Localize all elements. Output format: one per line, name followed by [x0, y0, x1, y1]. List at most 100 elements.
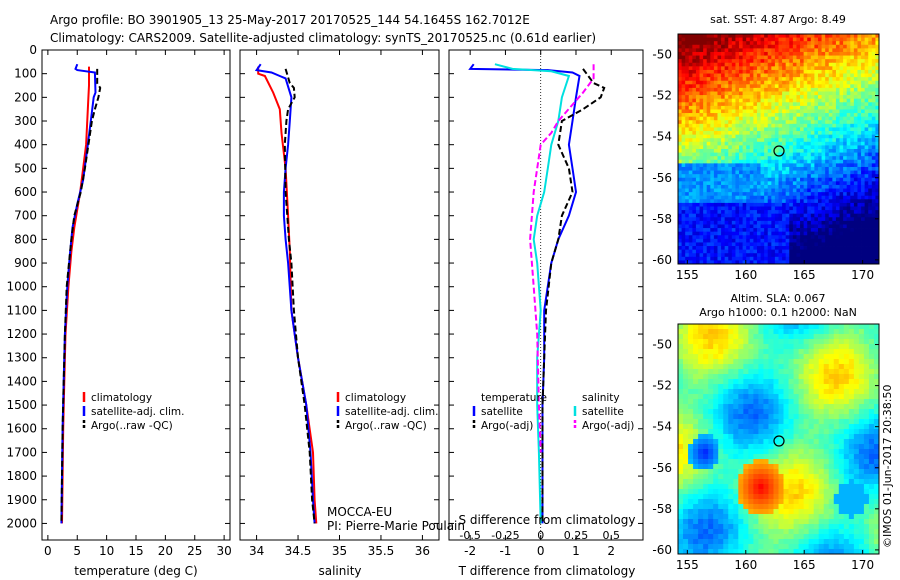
- series-d-t_sat: [468, 63, 581, 524]
- s-diff-label: S difference from climatology: [459, 513, 636, 527]
- ytick-label: 1000: [6, 280, 37, 294]
- sdiff-tick-label: -0.25: [491, 529, 519, 542]
- sla-map-title1: Altim. SLA: 0.067: [730, 292, 825, 305]
- sla-map-image: [678, 324, 880, 555]
- series-s-climatology: [257, 66, 318, 524]
- ytick-label: 700: [14, 209, 37, 223]
- map-ytick-label: -54: [652, 420, 672, 434]
- xtick-label: 1: [572, 544, 580, 558]
- header-line2: Climatology: CARS2009. Satellite-adjuste…: [50, 31, 596, 45]
- map-xtick-label: 165: [793, 268, 816, 282]
- project-label: MOCCA-EU: [327, 505, 392, 519]
- ytick-label: 1600: [6, 422, 37, 436]
- ytick-label: 0: [29, 43, 37, 57]
- xtick-label: 25: [187, 544, 202, 558]
- sdiff-tick-label: 0.5: [603, 529, 621, 542]
- ytick-label: 400: [14, 138, 37, 152]
- sst-map-frame: [677, 33, 880, 265]
- ytick-label: 1900: [6, 493, 37, 507]
- xtick-label: -2: [464, 544, 476, 558]
- xtick-label: 30: [216, 544, 231, 558]
- salinity-axes-frame: [239, 49, 440, 541]
- legend-label: satellite-adj. clim.: [345, 406, 438, 418]
- sst-map-title: sat. SST: 4.87 Argo: 8.49: [710, 13, 846, 26]
- xtick-label: -1: [499, 544, 511, 558]
- xtick-label: 0: [44, 544, 52, 558]
- ytick-label: 600: [14, 185, 37, 199]
- series-s-argo: [283, 68, 316, 524]
- ytick-label: 1300: [6, 351, 37, 365]
- ytick-label: 1100: [6, 303, 37, 317]
- map-ytick-label: -58: [652, 502, 672, 516]
- ytick-label: 500: [14, 161, 37, 175]
- salinity-xlabel: salinity: [318, 564, 361, 578]
- map-ytick-label: -52: [652, 89, 672, 103]
- legend-label: satellite-adj. clim.: [91, 406, 184, 418]
- ytick-label: 2000: [6, 516, 37, 530]
- salinity-panel: 34 34.5 35 35.5 36 salinity climatology satel…: [239, 49, 465, 578]
- map-ytick-label: -54: [652, 130, 672, 144]
- sdiff-tick-label: 0.25: [564, 529, 589, 542]
- xtick-label: 36: [415, 544, 430, 558]
- series-d-s_sat: [494, 63, 571, 524]
- sla-profile-marker: [773, 435, 785, 447]
- ytick-label: 1800: [6, 469, 37, 483]
- map-xtick-label: 170: [851, 268, 874, 282]
- map-xtick-label: 165: [793, 558, 816, 572]
- legend-label: satellite: [481, 406, 523, 418]
- xtick-label: 15: [128, 544, 143, 558]
- legend-title-salinity: salinity: [582, 392, 620, 404]
- map-xtick-label: 155: [676, 268, 699, 282]
- map-ytick-label: -52: [652, 379, 672, 393]
- sst-map-image: [678, 34, 880, 265]
- ytick-label: 800: [14, 232, 37, 246]
- legend-label: Argo(..raw -QC): [345, 420, 427, 432]
- sla-map-panel: Altim. SLA: 0.067 Argo h1000: 0.1 h2000:…: [652, 292, 880, 572]
- map-ytick-label: -50: [652, 48, 672, 62]
- map-ytick-label: -58: [652, 212, 672, 226]
- sst-profile-marker: [773, 145, 785, 157]
- xtick-label: 34.5: [285, 544, 312, 558]
- legend-label: Argo(-adj): [481, 420, 533, 432]
- t-diff-label: T difference from climatology: [458, 564, 636, 578]
- difference-axes-frame: [448, 49, 644, 541]
- imos-credit: ©IMOS 01-Jun-2017 20:38:50: [881, 384, 894, 548]
- xtick-label: 2: [607, 544, 615, 558]
- series-d-t_argo: [541, 68, 606, 524]
- ytick-label: 900: [14, 256, 37, 270]
- ytick-label: 1700: [6, 445, 37, 459]
- ytick-label: 1200: [6, 327, 37, 341]
- map-ytick-label: -60: [652, 253, 672, 267]
- ytick-label: 1500: [6, 398, 37, 412]
- pi-label: PI: Pierre-Marie Poulain: [327, 519, 465, 533]
- header-line1: Argo profile: BO 3901905_13 25-May-2017 …: [50, 13, 530, 27]
- temperature-panel: 0 5 10 15 20 25 30 0 100 200 300 400 500 600 700 800 90…: [6, 43, 231, 578]
- xtick-label: 34: [249, 544, 264, 558]
- map-ytick-label: -56: [652, 461, 672, 475]
- ytick-label: 1400: [6, 374, 37, 388]
- legend-title-temperature: temperature: [481, 392, 547, 404]
- xtick-label: 10: [99, 544, 114, 558]
- sst-map-panel: sat. SST: 4.87 Argo: 8.49 -50 -52 -54 -56 -5…: [652, 13, 880, 282]
- map-ytick-label: -60: [652, 543, 672, 557]
- ytick-label: 200: [14, 90, 37, 104]
- xtick-label: 5: [73, 544, 81, 558]
- series-d-s_argo: [529, 64, 595, 453]
- legend-label: climatology: [91, 392, 152, 404]
- difference-panel: -2 -1 0 1 2 S difference from climatology -0…: [448, 49, 644, 578]
- map-xtick-label: 160: [734, 558, 757, 572]
- legend-label: satellite: [582, 406, 624, 418]
- sla-map-title2: Argo h1000: 0.1 h2000: NaN: [699, 306, 857, 319]
- map-xtick-label: 170: [851, 558, 874, 572]
- series-t-argo: [60, 68, 102, 524]
- temperature-xlabel: temperature (deg C): [74, 564, 197, 578]
- sdiff-tick-label: -0.5: [459, 529, 480, 542]
- ytick-label: 100: [14, 67, 37, 81]
- sdiff-tick-label: 0: [537, 529, 544, 542]
- legend-label: Argo(-adj): [582, 420, 634, 432]
- ytick-label: 300: [14, 114, 37, 128]
- map-ytick-label: -56: [652, 171, 672, 185]
- xtick-label: 0: [537, 544, 545, 558]
- legend-label: Argo(..raw -QC): [91, 420, 173, 432]
